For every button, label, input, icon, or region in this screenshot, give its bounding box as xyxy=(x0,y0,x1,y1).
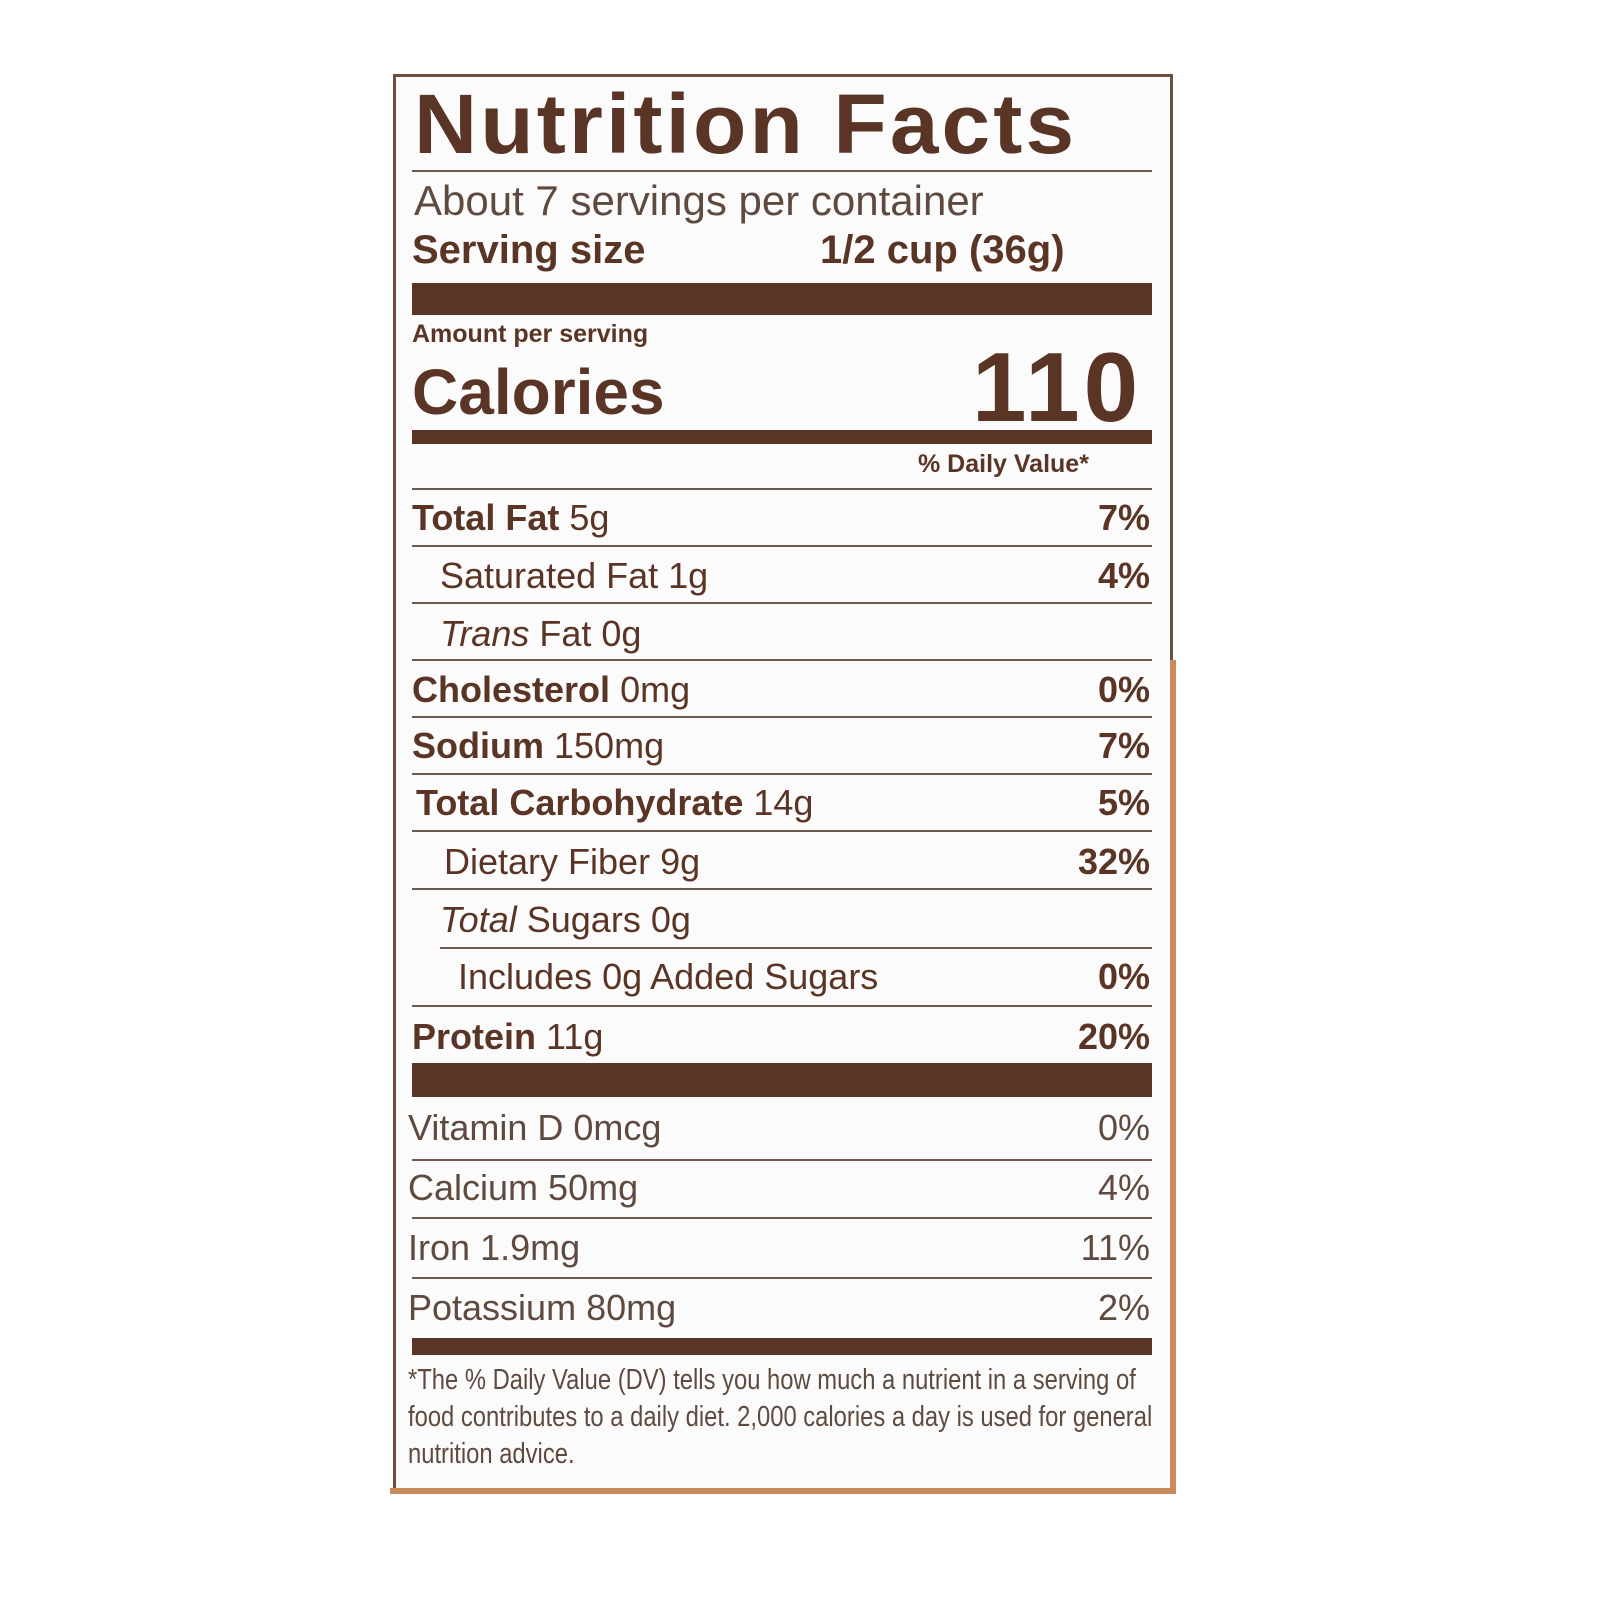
vitamin-row-vitamin-d: Vitamin D 0mcg 0% xyxy=(408,1107,1150,1148)
amount-per-serving: Amount per serving xyxy=(412,320,649,348)
divider xyxy=(412,659,1152,661)
serving-size-label: Serving size xyxy=(412,228,646,272)
divider xyxy=(412,888,1152,890)
divider xyxy=(412,1159,1152,1161)
divider xyxy=(412,1217,1152,1219)
divider xyxy=(412,716,1152,718)
label-title: Nutrition Facts xyxy=(414,77,1078,171)
serving-size-value: 1/2 cup (36g) xyxy=(820,228,1065,272)
nutrient-row-saturated-fat: Saturated Fat 1g 4% xyxy=(440,555,1150,596)
thick-divider xyxy=(412,1063,1152,1097)
nutrient-row-dietary-fiber: Dietary Fiber 9g 32% xyxy=(444,841,1150,882)
calories-label: Calories xyxy=(412,356,665,428)
divider xyxy=(440,947,1152,949)
vitamin-row-calcium: Calcium 50mg 4% xyxy=(408,1167,1150,1208)
nutrient-row-total-carbohydrate: Total Carbohydrate 14g 5% xyxy=(416,782,1150,823)
vitamin-row-iron: Iron 1.9mg 11% xyxy=(408,1227,1150,1268)
divider xyxy=(412,170,1152,172)
divider xyxy=(412,830,1152,832)
nutrient-row-trans-fat: Trans Fat 0g xyxy=(440,613,642,654)
package-edge-bottom xyxy=(390,1488,1176,1494)
nutrient-row-total-fat: Total Fat 5g 7% xyxy=(412,497,1150,538)
thick-divider xyxy=(412,1338,1152,1355)
divider xyxy=(412,1005,1152,1007)
nutrient-row-total-sugars: Total Sugars 0g xyxy=(440,899,691,940)
nutrient-row-added-sugars: Includes 0g Added Sugars 0% xyxy=(458,956,1150,997)
daily-value-footnote: *The % Daily Value (DV) tells you how mu… xyxy=(408,1364,1153,1470)
thick-divider xyxy=(412,283,1152,315)
divider xyxy=(412,488,1152,490)
vitamin-row-potassium: Potassium 80mg 2% xyxy=(408,1287,1150,1328)
medium-divider xyxy=(412,430,1152,444)
nutrient-row-protein: Protein 11g 20% xyxy=(412,1016,1150,1057)
nutrient-row-sodium: Sodium 150mg 7% xyxy=(412,725,1150,766)
calories-value: 110 xyxy=(972,332,1143,442)
divider xyxy=(412,1277,1152,1279)
package-edge xyxy=(1170,660,1176,1494)
divider xyxy=(412,773,1152,775)
divider xyxy=(412,602,1152,604)
divider xyxy=(412,545,1152,547)
servings-per-container: About 7 servings per container xyxy=(414,177,984,224)
nutrient-row-cholesterol: Cholesterol 0mg 0% xyxy=(412,669,1150,710)
daily-value-header: % Daily Value* xyxy=(918,450,1089,478)
